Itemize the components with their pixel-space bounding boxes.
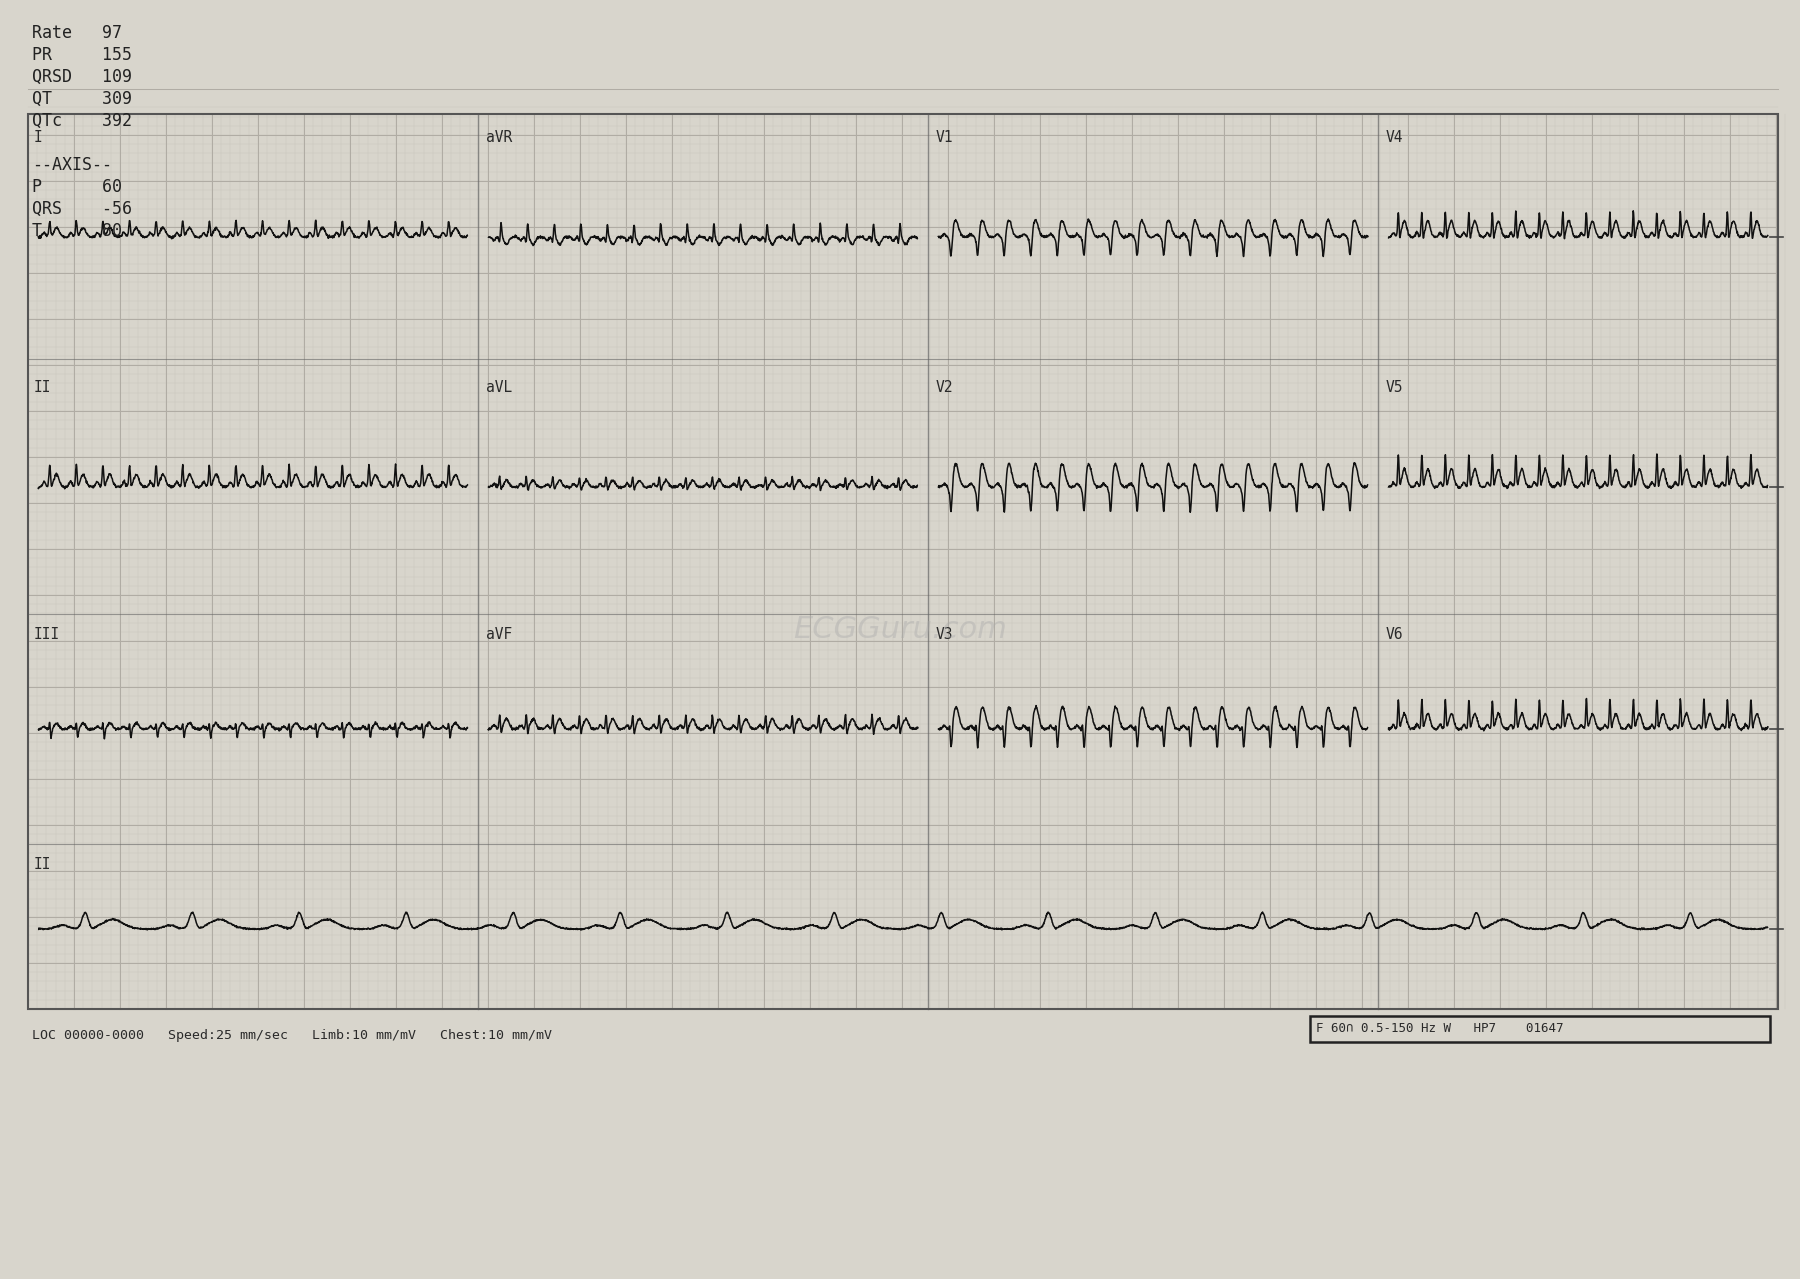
Text: Rate   97: Rate 97 [32,24,122,42]
Text: PR     155: PR 155 [32,46,131,64]
Text: ECGGuru.com: ECGGuru.com [794,614,1006,643]
Text: V2: V2 [936,380,954,395]
Text: QTc    392: QTc 392 [32,113,131,130]
Text: T      80: T 80 [32,223,122,240]
Text: QRS    -56: QRS -56 [32,200,131,217]
Text: V5: V5 [1386,380,1404,395]
Text: aVR: aVR [486,130,513,145]
Text: QT     309: QT 309 [32,90,131,107]
Text: I: I [34,130,43,145]
Text: --AXIS--: --AXIS-- [32,156,112,174]
Text: V3: V3 [936,627,954,642]
Text: V4: V4 [1386,130,1404,145]
Text: aVL: aVL [486,380,513,395]
Text: III: III [34,627,59,642]
Text: F 60∩ 0.5-150 Hz W   HP7    01647: F 60∩ 0.5-150 Hz W HP7 01647 [1316,1022,1564,1036]
Text: P      60: P 60 [32,178,122,196]
Bar [1310,1016,1769,1042]
Text: QRSD   109: QRSD 109 [32,68,131,86]
Bar [29,114,1778,1009]
Text: II: II [34,857,52,872]
Text: LOC 00000-0000   Speed:25 mm/sec   Limb:10 mm/mV   Chest:10 mm/mV: LOC 00000-0000 Speed:25 mm/sec Limb:10 m… [32,1030,553,1042]
Text: aVF: aVF [486,627,513,642]
Text: V1: V1 [936,130,954,145]
Text: V6: V6 [1386,627,1404,642]
Text: II: II [34,380,52,395]
